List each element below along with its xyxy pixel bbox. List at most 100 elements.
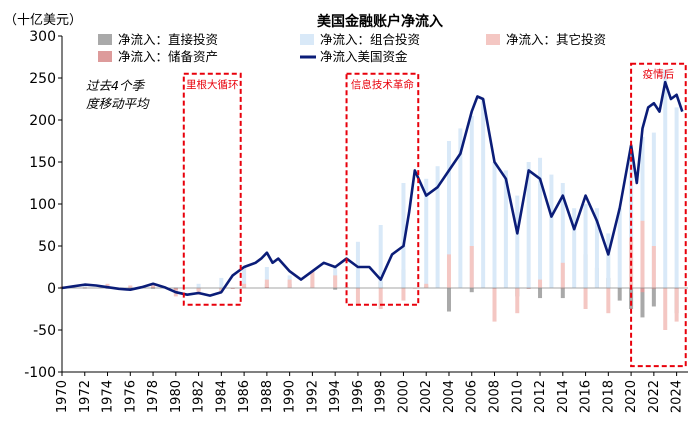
y-tick-label-8: 300 — [29, 29, 56, 45]
y-tick-label-0: -100 — [24, 365, 56, 381]
x-tick-label-27: 2024 — [670, 380, 685, 413]
chart-title: 美国金融账户净流入 — [317, 13, 443, 30]
legend-swatch-0 — [98, 34, 112, 45]
x-tick-label-1: 1972 — [78, 380, 93, 413]
bar-series2-20 — [515, 288, 520, 314]
annotation-box-1 — [345, 72, 420, 306]
annotation-label-1: 信息技术革命 — [351, 78, 414, 91]
bar-series1-32 — [606, 233, 611, 288]
bar-series1-38 — [674, 107, 679, 289]
bar-series3-5 — [264, 287, 269, 288]
bar-series2-15 — [401, 288, 406, 301]
x-tick-label-21: 2012 — [533, 380, 548, 413]
bar-series3-12 — [640, 288, 645, 293]
x-tick-label-14: 1998 — [374, 380, 389, 413]
bar-series1-33 — [617, 208, 622, 288]
x-tick-label-5: 1980 — [169, 380, 184, 413]
legend-swatch-3 — [98, 51, 112, 62]
x-tick-label-9: 1988 — [260, 380, 275, 413]
y-tick-label-3: 50 — [38, 239, 56, 255]
x-tick-label-12: 1994 — [328, 380, 343, 413]
bar-series1-27 — [549, 174, 554, 288]
x-tick-label-6: 1982 — [192, 380, 207, 413]
y-tick-label-6: 200 — [29, 113, 56, 129]
legend-label-2: 净流入：其它投资 — [506, 32, 606, 47]
bar-series0-28 — [640, 288, 645, 318]
x-tick-label-25: 2020 — [624, 380, 639, 413]
annotation-box-0 — [182, 72, 242, 306]
legend-swatch-2 — [486, 34, 500, 45]
bar-series2-16 — [424, 283, 429, 288]
legend-swatch-1 — [300, 34, 314, 45]
bar-series2-14 — [378, 288, 383, 309]
x-tick-label-0: 1970 — [55, 380, 70, 413]
bar-series3-3 — [173, 288, 178, 290]
bar-series2-22 — [560, 262, 565, 288]
bar-series2-9 — [264, 279, 269, 288]
x-tick-label-8: 1986 — [237, 380, 252, 413]
bar-series2-10 — [287, 279, 292, 288]
bar-series1-20 — [469, 115, 474, 288]
bar-series1-16 — [424, 178, 429, 288]
bar-series1-18 — [446, 141, 451, 288]
y-tick-label-4: 100 — [29, 197, 56, 213]
bar-series1-22 — [492, 162, 497, 288]
bar-series1-9 — [264, 267, 269, 288]
annotation-box-2 — [630, 62, 687, 368]
bar-series0-18 — [469, 288, 474, 293]
bar-series2-11 — [310, 271, 315, 288]
bar-series2-8 — [242, 283, 247, 288]
bar-series1-29 — [572, 208, 577, 288]
bar-series0-21 — [538, 288, 543, 299]
bar-series2-3 — [128, 285, 133, 288]
x-tick-label-18: 2006 — [465, 380, 480, 413]
legend-label-3: 净流入：储备资产 — [118, 49, 218, 64]
bar-series2-26 — [640, 220, 645, 288]
bar-series2-18 — [469, 246, 474, 288]
bar-series1-1 — [82, 285, 87, 288]
y-axis-label: （十亿美元） — [4, 13, 82, 28]
x-tick-label-26: 2022 — [647, 380, 662, 413]
bar-series2-13 — [355, 288, 360, 305]
bar-series3-6 — [344, 287, 349, 288]
bar-series1-19 — [458, 128, 463, 288]
bar-series1-26 — [538, 157, 543, 288]
bar-series1-28 — [560, 183, 565, 288]
x-tick-label-13: 1996 — [351, 380, 366, 413]
bar-series1-37 — [663, 69, 668, 288]
bar-series0-17 — [446, 288, 451, 312]
x-tick-label-7: 1984 — [214, 380, 229, 413]
bar-series3-13 — [651, 288, 656, 289]
bar-series1-35 — [640, 136, 645, 288]
bar-series1-30 — [583, 204, 588, 288]
bar-series2-29 — [674, 288, 679, 322]
x-tick-label-22: 2014 — [556, 380, 571, 413]
legend-label-4: 净流入美国资金 — [320, 49, 408, 64]
x-tick-label-2: 1974 — [101, 380, 116, 413]
x-tick-label-24: 2018 — [601, 380, 616, 413]
moving-average-note-line1: 过去4个季 — [86, 78, 145, 93]
annotation-label-0: 里根大循环 — [186, 78, 239, 91]
y-tick-label-7: 250 — [29, 71, 56, 87]
bar-series2-12 — [333, 275, 338, 288]
bars-layer — [60, 69, 679, 330]
bar-series1-25 — [526, 162, 531, 288]
bar-series2-28 — [663, 288, 668, 330]
x-axis: 1970 1972 1974 1976 1978 1980 1982 1984 1986 1988… — [55, 371, 688, 413]
legend-label-0: 净流入：直接投资 — [118, 32, 218, 47]
x-tick-label-17: 2004 — [442, 380, 457, 413]
annotation-label-2: 疫情后 — [643, 68, 675, 81]
bar-series0-4 — [151, 288, 156, 289]
bar-series1-13 — [355, 241, 360, 288]
y-tick-label-2: 0 — [47, 281, 56, 297]
x-tick-label-4: 1978 — [146, 380, 161, 413]
x-tick-label-11: 1992 — [305, 380, 320, 413]
y-tick-label-5: 150 — [29, 155, 56, 171]
bar-series0-27 — [629, 288, 634, 309]
bar-series1-24 — [515, 195, 520, 288]
bar-series1-6 — [196, 283, 201, 288]
bar-series2-17 — [446, 254, 451, 288]
bar-series1-36 — [651, 132, 656, 288]
